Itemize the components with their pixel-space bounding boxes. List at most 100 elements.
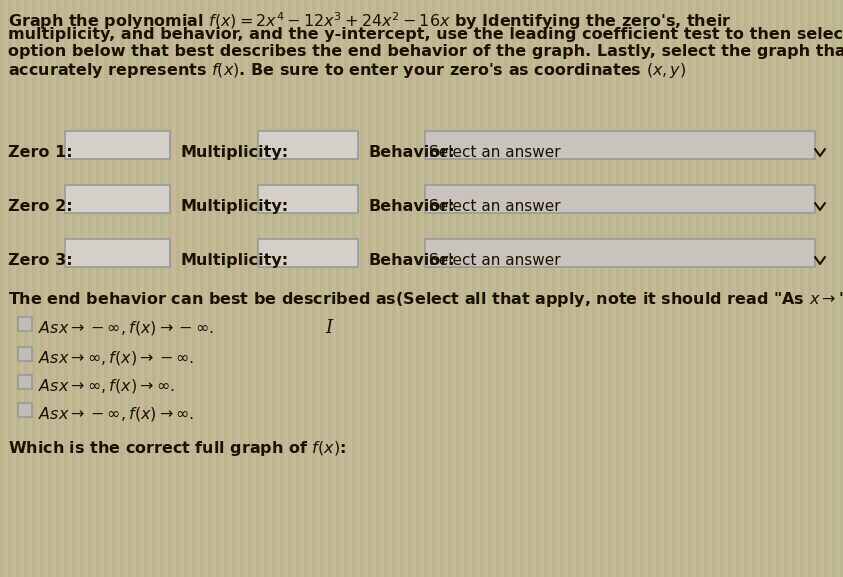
- Bar: [128, 0, 132, 577]
- Bar: [0, 0, 4, 577]
- Text: Behavior:: Behavior:: [368, 253, 454, 268]
- Bar: [752, 0, 756, 577]
- Bar: [432, 0, 436, 577]
- Text: Behavior:: Behavior:: [368, 199, 454, 214]
- Bar: [656, 0, 660, 577]
- Bar: [376, 0, 380, 577]
- Bar: [48, 0, 52, 577]
- Bar: [168, 0, 172, 577]
- Text: Graph the polynomial $f(x) = 2x^4 - 12x^3 + 24x^2 - 16x$ by Identifying the zero: Graph the polynomial $f(x) = 2x^4 - 12x^…: [8, 10, 732, 32]
- Bar: [728, 0, 732, 577]
- Bar: [464, 0, 468, 577]
- Text: Zero 3:: Zero 3:: [8, 253, 72, 268]
- Bar: [360, 0, 364, 577]
- Bar: [176, 0, 180, 577]
- Bar: [72, 0, 76, 577]
- Bar: [272, 0, 276, 577]
- Bar: [32, 0, 36, 577]
- Bar: [160, 0, 164, 577]
- Bar: [40, 0, 44, 577]
- FancyBboxPatch shape: [65, 185, 170, 213]
- Bar: [400, 0, 404, 577]
- FancyBboxPatch shape: [18, 375, 32, 389]
- Text: $As x \rightarrow -\infty, f(x) \rightarrow \infty.$: $As x \rightarrow -\infty, f(x) \rightar…: [38, 405, 195, 423]
- Bar: [80, 0, 84, 577]
- Bar: [784, 0, 788, 577]
- Bar: [296, 0, 300, 577]
- Bar: [808, 0, 812, 577]
- Text: accurately represents $f(x)$. Be sure to enter your zero's as coordinates $(x, y: accurately represents $f(x)$. Be sure to…: [8, 61, 686, 80]
- Bar: [520, 0, 524, 577]
- Bar: [640, 0, 644, 577]
- Text: Zero 1:: Zero 1:: [8, 145, 72, 160]
- Text: multiplicity, and behavior, and the y-intercept, use the leading coefficient tes: multiplicity, and behavior, and the y-in…: [8, 27, 843, 42]
- Bar: [776, 0, 780, 577]
- Bar: [512, 0, 516, 577]
- Bar: [448, 0, 452, 577]
- Bar: [16, 0, 20, 577]
- Bar: [616, 0, 620, 577]
- Bar: [344, 0, 348, 577]
- Bar: [536, 0, 540, 577]
- Bar: [544, 0, 548, 577]
- Bar: [568, 0, 572, 577]
- Bar: [96, 0, 100, 577]
- FancyBboxPatch shape: [18, 347, 32, 361]
- Bar: [320, 0, 324, 577]
- Text: I: I: [325, 319, 332, 337]
- Bar: [496, 0, 500, 577]
- Bar: [200, 0, 204, 577]
- Text: Select an answer: Select an answer: [429, 253, 561, 268]
- Bar: [304, 0, 308, 577]
- Bar: [592, 0, 596, 577]
- Bar: [424, 0, 428, 577]
- Bar: [680, 0, 684, 577]
- Bar: [392, 0, 396, 577]
- Bar: [576, 0, 580, 577]
- Bar: [608, 0, 612, 577]
- Bar: [688, 0, 692, 577]
- Text: Multiplicity:: Multiplicity:: [180, 199, 288, 214]
- Bar: [504, 0, 508, 577]
- Bar: [104, 0, 108, 577]
- Bar: [64, 0, 68, 577]
- Text: Which is the correct full graph of $f(x)$:: Which is the correct full graph of $f(x)…: [8, 439, 346, 458]
- Bar: [552, 0, 556, 577]
- Bar: [456, 0, 460, 577]
- Bar: [208, 0, 212, 577]
- Text: Zero 2:: Zero 2:: [8, 199, 72, 214]
- FancyBboxPatch shape: [65, 239, 170, 267]
- Text: Select an answer: Select an answer: [429, 145, 561, 160]
- Bar: [664, 0, 668, 577]
- Bar: [240, 0, 244, 577]
- Bar: [648, 0, 652, 577]
- Bar: [736, 0, 740, 577]
- Bar: [584, 0, 588, 577]
- Text: $As x \rightarrow -\infty, f(x) \rightarrow -\infty.$: $As x \rightarrow -\infty, f(x) \rightar…: [38, 319, 214, 337]
- Bar: [672, 0, 676, 577]
- Bar: [720, 0, 724, 577]
- Bar: [632, 0, 636, 577]
- Bar: [704, 0, 708, 577]
- Bar: [792, 0, 796, 577]
- FancyBboxPatch shape: [425, 239, 815, 267]
- Bar: [760, 0, 764, 577]
- Bar: [216, 0, 220, 577]
- Bar: [488, 0, 492, 577]
- Bar: [144, 0, 148, 577]
- Bar: [352, 0, 356, 577]
- Bar: [528, 0, 532, 577]
- Bar: [120, 0, 124, 577]
- Bar: [24, 0, 28, 577]
- Bar: [416, 0, 420, 577]
- Bar: [8, 0, 12, 577]
- Bar: [112, 0, 116, 577]
- Bar: [328, 0, 332, 577]
- Bar: [768, 0, 772, 577]
- Bar: [840, 0, 843, 577]
- Text: Multiplicity:: Multiplicity:: [180, 145, 288, 160]
- FancyBboxPatch shape: [425, 185, 815, 213]
- Bar: [336, 0, 340, 577]
- Text: Behavior:: Behavior:: [368, 145, 454, 160]
- Bar: [832, 0, 836, 577]
